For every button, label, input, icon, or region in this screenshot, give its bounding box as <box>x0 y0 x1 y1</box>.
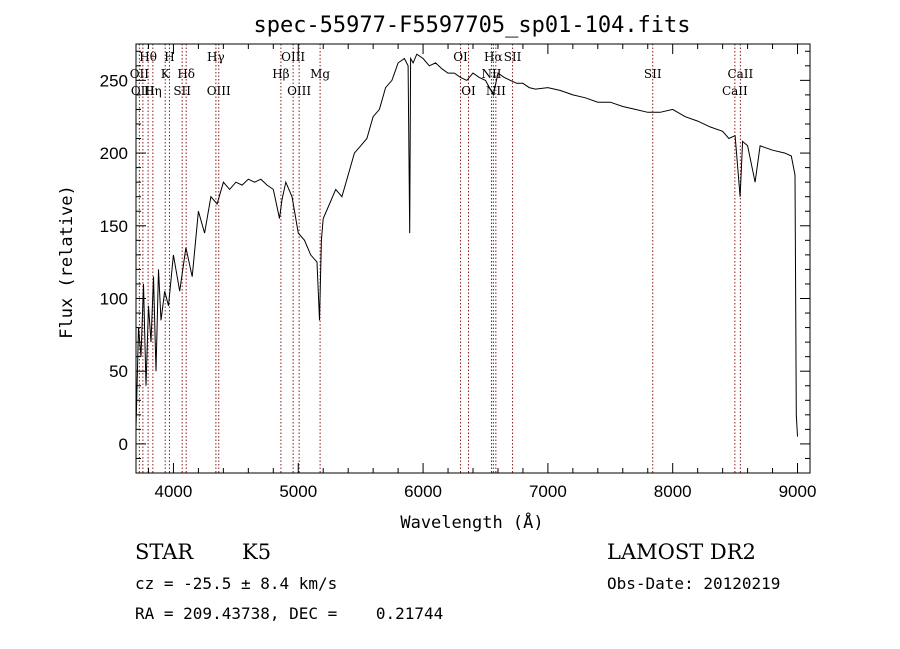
x-axis-title: Wavelength (Å) <box>400 511 543 533</box>
x-tick-label: 4000 <box>155 482 193 501</box>
spectral-line-label: Hδ <box>177 67 195 81</box>
spectral-line-label: Hα <box>484 50 503 64</box>
spectral-line-label: NII <box>486 84 506 98</box>
spectral-line-label: Hθ <box>139 50 157 64</box>
spectral-line-label: OII <box>130 67 150 81</box>
spectral-line-label: OI <box>461 84 476 98</box>
plot-frame <box>135 43 811 474</box>
x-tick-label: 7000 <box>529 482 567 501</box>
y-tick-label: 50 <box>109 362 128 381</box>
axis-ticks: 4000 5000 6000 7000 8000 9000 0 50 100 150 200 250 <box>100 44 817 501</box>
object-class: STAR <box>135 540 194 564</box>
spectral-line-label: OIII <box>207 84 231 98</box>
spectral-line-label: OIII <box>281 50 305 64</box>
x-tick-label: 6000 <box>404 482 442 501</box>
y-tick-label: 100 <box>100 289 128 308</box>
spectral-line-label: CaII <box>727 67 753 81</box>
series-layer <box>135 53 798 437</box>
x-tick-label: 8000 <box>654 482 692 501</box>
redshift-readout: cz = -25.5 ± 8.4 km/s <box>135 574 338 593</box>
observation-date: Obs-Date: 20120219 <box>607 574 781 593</box>
spectral-line-label: CaII <box>722 84 748 98</box>
x-tick-label: 9000 <box>779 482 817 501</box>
spectral-line-label: SII <box>173 84 191 98</box>
object-subclass: K5 <box>242 540 272 564</box>
spectral-line-label: Hβ <box>272 67 289 81</box>
y-tick-label: 250 <box>100 71 128 90</box>
chart-title: spec-55977-F5597705_sp01-104.fits <box>253 13 690 38</box>
spectral-line-label: OIII <box>287 84 311 98</box>
spectrum-series-line <box>135 53 798 437</box>
y-axis-title: Flux (relative) <box>57 185 77 339</box>
y-tick-label: 0 <box>119 435 128 454</box>
spectral-line-label: Hγ <box>207 50 225 64</box>
x-tick-label: 5000 <box>279 482 317 501</box>
spectral-line-label: Hη <box>144 84 162 98</box>
spectral-line-label: OI <box>453 50 468 64</box>
spectral-line-label: K <box>161 67 171 81</box>
survey-name: LAMOST DR2 <box>607 540 756 564</box>
coordinates-readout: RA = 209.43738, DEC = 0.21744 <box>135 604 444 623</box>
spectral-line-label: SII <box>644 67 662 81</box>
spectral-line-label: SII <box>504 50 522 64</box>
spectral-line-label: Mg <box>310 67 330 81</box>
y-tick-label: 150 <box>100 217 128 236</box>
spectral-line-label: H <box>164 50 174 64</box>
y-tick-label: 200 <box>100 144 128 163</box>
